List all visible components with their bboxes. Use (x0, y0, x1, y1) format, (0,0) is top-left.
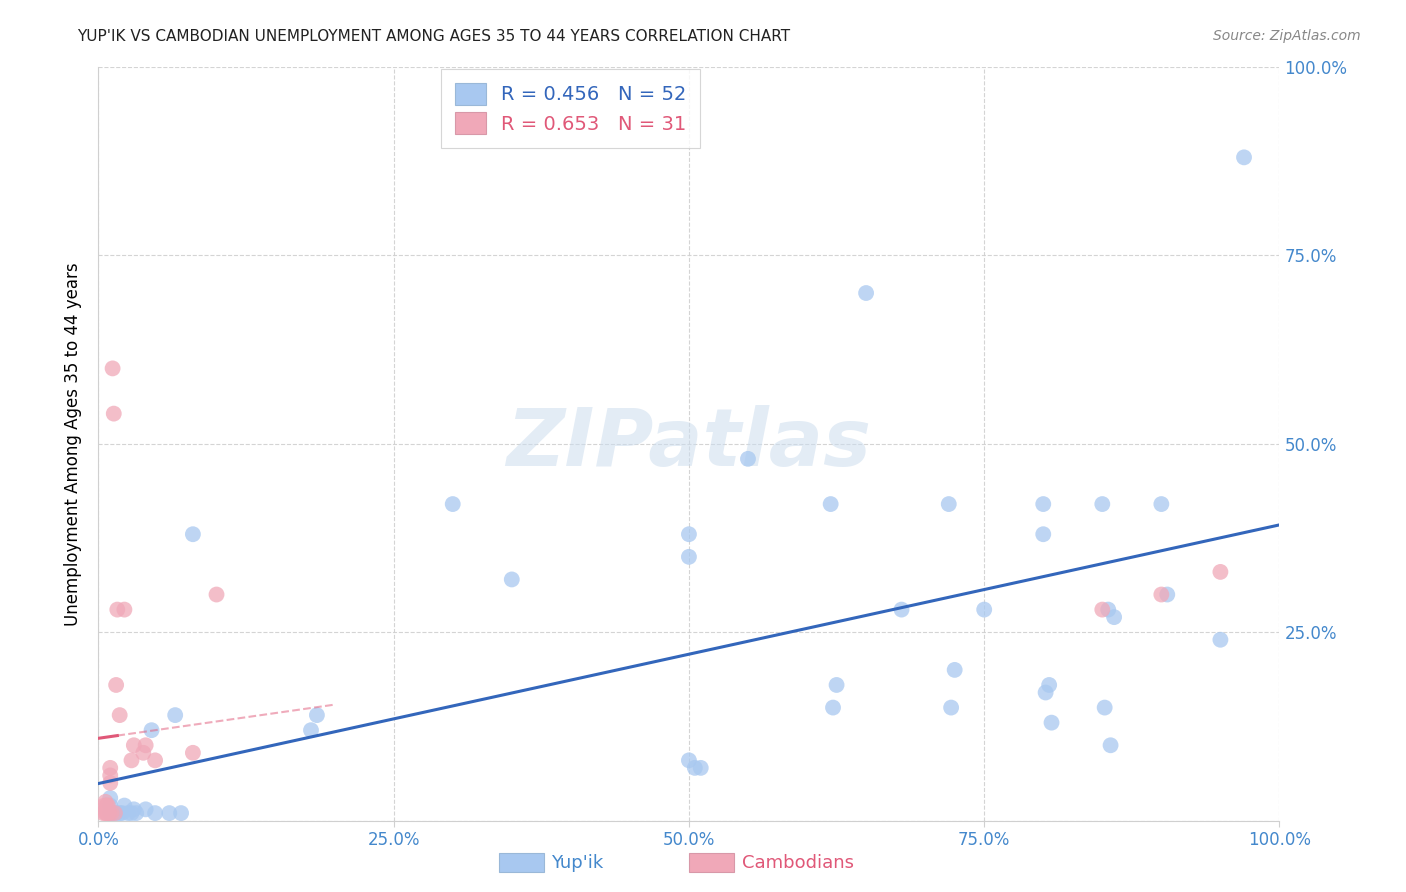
Point (1233, 150, 1256, 164)
Point (97, 798, 120, 813)
Point (122, 802, 145, 816)
Point (101, 806, 124, 821)
Point (105, 806, 128, 821)
Point (111, 806, 134, 821)
Point (1156, 588, 1178, 602)
Point (94, 806, 117, 821)
Point (181, 746, 204, 760)
Text: Source: ZipAtlas.com: Source: ZipAtlas.com (1213, 29, 1361, 44)
Legend: R = 0.456   N = 52, R = 0.653   N = 31: R = 0.456 N = 52, R = 0.653 N = 31 (441, 69, 700, 148)
Point (97, 806, 120, 821)
Point (1038, 678, 1060, 692)
Point (1209, 632, 1232, 647)
Point (108, 708, 131, 723)
Point (678, 527, 700, 541)
Point (157, 806, 180, 821)
Point (1102, 610, 1125, 624)
Point (678, 549, 700, 564)
Point (821, 700, 844, 714)
Point (441, 497, 464, 511)
Point (108, 806, 131, 821)
Point (205, 588, 228, 602)
Text: Cambodians: Cambodians (742, 854, 855, 871)
Point (143, 806, 166, 821)
Point (825, 678, 848, 692)
Point (938, 497, 960, 511)
Point (91, 806, 114, 821)
Point (1150, 497, 1173, 511)
Point (125, 806, 148, 821)
Point (1040, 715, 1063, 730)
Point (112, 798, 135, 813)
Point (98, 806, 121, 821)
Text: YUP'IK VS CAMBODIAN UNEMPLOYMENT AMONG AGES 35 TO 44 YEARS CORRELATION CHART: YUP'IK VS CAMBODIAN UNEMPLOYMENT AMONG A… (77, 29, 790, 45)
Point (104, 806, 127, 821)
Point (501, 573, 523, 587)
Point (135, 739, 157, 753)
Point (1032, 527, 1054, 541)
Point (122, 739, 145, 753)
Point (101, 361, 124, 376)
Point (939, 700, 962, 714)
Point (96, 802, 118, 816)
Point (141, 723, 163, 738)
Point (890, 602, 912, 616)
Text: ZIPatlas: ZIPatlas (506, 405, 872, 483)
Point (98, 776, 121, 790)
Point (1091, 602, 1114, 616)
Point (1150, 588, 1173, 602)
Point (820, 497, 842, 511)
Point (117, 806, 139, 821)
Point (98, 798, 121, 813)
Point (132, 746, 155, 760)
Point (98, 768, 121, 782)
Point (181, 527, 204, 541)
Point (105, 602, 128, 616)
Point (96, 806, 118, 821)
Point (943, 663, 966, 677)
Point (135, 802, 157, 816)
Point (299, 723, 322, 738)
Point (105, 678, 128, 692)
Point (170, 806, 193, 821)
Y-axis label: Unemployment Among Ages 35 to 44 years: Unemployment Among Ages 35 to 44 years (65, 262, 83, 625)
Point (93, 798, 115, 813)
Point (1209, 565, 1232, 579)
Point (1094, 700, 1116, 714)
Point (103, 407, 125, 421)
Point (121, 753, 143, 767)
Point (94, 795, 117, 809)
Point (98, 761, 121, 775)
Point (683, 761, 706, 775)
Point (98, 806, 121, 821)
Point (143, 753, 166, 767)
Point (737, 451, 759, 466)
Point (689, 761, 711, 775)
Point (1091, 497, 1114, 511)
Point (96, 798, 118, 813)
Point (1099, 739, 1122, 753)
Point (100, 806, 122, 821)
Text: Yup'ik: Yup'ik (551, 854, 603, 871)
Point (121, 806, 143, 821)
Point (305, 708, 328, 723)
Point (1032, 497, 1054, 511)
Point (1097, 602, 1119, 616)
Point (98, 791, 121, 805)
Point (1035, 685, 1057, 699)
Point (165, 708, 187, 723)
Point (112, 602, 135, 616)
Point (973, 602, 995, 616)
Point (855, 285, 877, 300)
Point (678, 753, 700, 767)
